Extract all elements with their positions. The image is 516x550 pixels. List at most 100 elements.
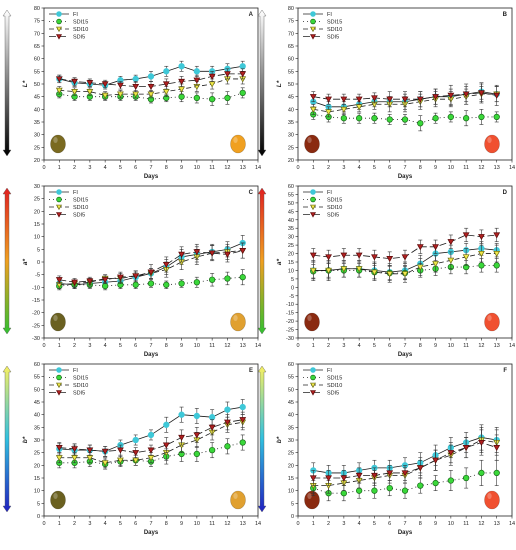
- data-point: [310, 196, 316, 203]
- panel-a: 0 1 2 3 4 5 6 7 8 9 10 11 12 13 1420253035404550556065…: [2, 6, 261, 180]
- data-point: [340, 266, 348, 273]
- y-tick-label: 0: [37, 260, 40, 266]
- data-point: [163, 68, 170, 75]
- y-tick-label: 45: [34, 400, 40, 406]
- y-tick-label: 55: [288, 375, 294, 381]
- data-point: [416, 465, 424, 472]
- y-tick-label: 55: [34, 375, 40, 381]
- y-tick-label: 5: [291, 501, 294, 507]
- legend-entry: SDI10: [327, 205, 342, 211]
- data-point: [325, 267, 332, 274]
- x-tick-label: 2: [327, 165, 330, 171]
- x-tick-label: 2: [73, 521, 76, 527]
- data-point: [193, 68, 201, 75]
- x-tick-label: 7: [403, 343, 406, 349]
- data-point: [432, 479, 439, 487]
- data-point: [325, 475, 332, 482]
- x-tick-label: 13: [494, 165, 500, 171]
- data-point: [386, 470, 394, 477]
- x-tick-label: 11: [209, 521, 215, 527]
- y-tick-label: -30: [286, 336, 294, 342]
- y-tick-label: 30: [34, 133, 40, 139]
- y-tick-label: -10: [32, 285, 40, 291]
- x-tick-label: 3: [342, 343, 345, 349]
- legend-entry: SDI15: [73, 376, 88, 382]
- x-tick-label: 8: [165, 343, 168, 349]
- y-tick-label: 0: [291, 514, 294, 520]
- panel-c: 0 1 2 3 4 5 6 7 8 9 10 11 12 13 14-30-25-20-15-10-5051…: [2, 184, 261, 358]
- colorbar-arrow: [2, 9, 12, 157]
- x-tick-label: 9: [434, 343, 437, 349]
- data-point: [309, 252, 317, 259]
- x-tick-label: 2: [73, 165, 76, 171]
- x-axis-label: Days: [144, 530, 159, 536]
- x-tick-label: 14: [509, 343, 515, 349]
- data-point: [447, 92, 455, 99]
- x-tick-label: 9: [180, 343, 183, 349]
- data-point: [101, 282, 109, 290]
- fruit-end-icon: [484, 134, 500, 154]
- data-point: [462, 115, 470, 122]
- data-point: [101, 448, 109, 455]
- data-point: [371, 487, 378, 494]
- x-tick-label: 1: [312, 343, 315, 349]
- y-tick-label: 10: [34, 489, 40, 495]
- series-sdi5: [309, 227, 501, 266]
- data-point: [208, 96, 216, 103]
- data-point: [178, 251, 185, 258]
- y-tick-label: 55: [34, 69, 40, 75]
- y-tick-label: 35: [288, 425, 294, 431]
- legend-entry: SDI5: [73, 391, 85, 397]
- fruit-end-icon: [230, 312, 246, 332]
- x-tick-label: 6: [388, 343, 391, 349]
- data-point: [117, 274, 124, 281]
- x-tick-label: 14: [255, 343, 261, 349]
- data-point: [56, 18, 62, 25]
- y-tick-label: 20: [288, 252, 294, 258]
- x-tick-label: 3: [88, 165, 91, 171]
- data-point: [132, 450, 140, 457]
- data-point: [462, 445, 470, 452]
- data-point: [147, 73, 155, 80]
- data-point: [147, 269, 155, 276]
- x-tick-label: 13: [240, 521, 246, 527]
- data-point: [55, 277, 63, 284]
- data-point: [309, 106, 317, 113]
- x-tick-label: 14: [255, 521, 261, 527]
- x-tick-label: 13: [240, 165, 246, 171]
- y-tick-label: 40: [34, 413, 40, 419]
- y-tick-label: 50: [34, 82, 40, 88]
- x-tick-label: 12: [478, 521, 484, 527]
- data-point: [371, 269, 378, 276]
- data-point: [101, 277, 109, 284]
- x-tick-label: 4: [104, 165, 107, 171]
- y-tick-label: 15: [288, 260, 294, 266]
- y-tick-label: 0: [291, 285, 294, 291]
- x-tick-label: 0: [42, 343, 45, 349]
- y-tick-label: -5: [289, 294, 294, 300]
- data-point: [493, 469, 500, 477]
- data-point: [462, 232, 470, 239]
- x-tick-label: 8: [165, 165, 168, 171]
- y-tick-label: 20: [34, 158, 40, 164]
- fruit-start-icon: [304, 490, 320, 510]
- colorbar-arrow: [2, 365, 12, 513]
- data-point: [493, 92, 501, 99]
- x-tick-label: 7: [149, 521, 152, 527]
- data-point: [193, 450, 201, 458]
- data-point: [310, 367, 316, 373]
- x-tick-label: 8: [419, 165, 422, 171]
- x-tick-label: 13: [494, 343, 500, 349]
- y-tick-label: 75: [288, 19, 294, 25]
- series-sdi10: [309, 244, 501, 283]
- data-point: [493, 262, 500, 269]
- x-tick-label: 6: [388, 521, 391, 527]
- x-axis-label: Days: [398, 352, 413, 358]
- data-point: [208, 250, 216, 257]
- x-tick-label: 4: [104, 521, 107, 527]
- y-tick-label: 80: [34, 6, 40, 12]
- data-point: [416, 244, 424, 251]
- y-tick-label: 45: [288, 400, 294, 406]
- data-point: [147, 447, 155, 454]
